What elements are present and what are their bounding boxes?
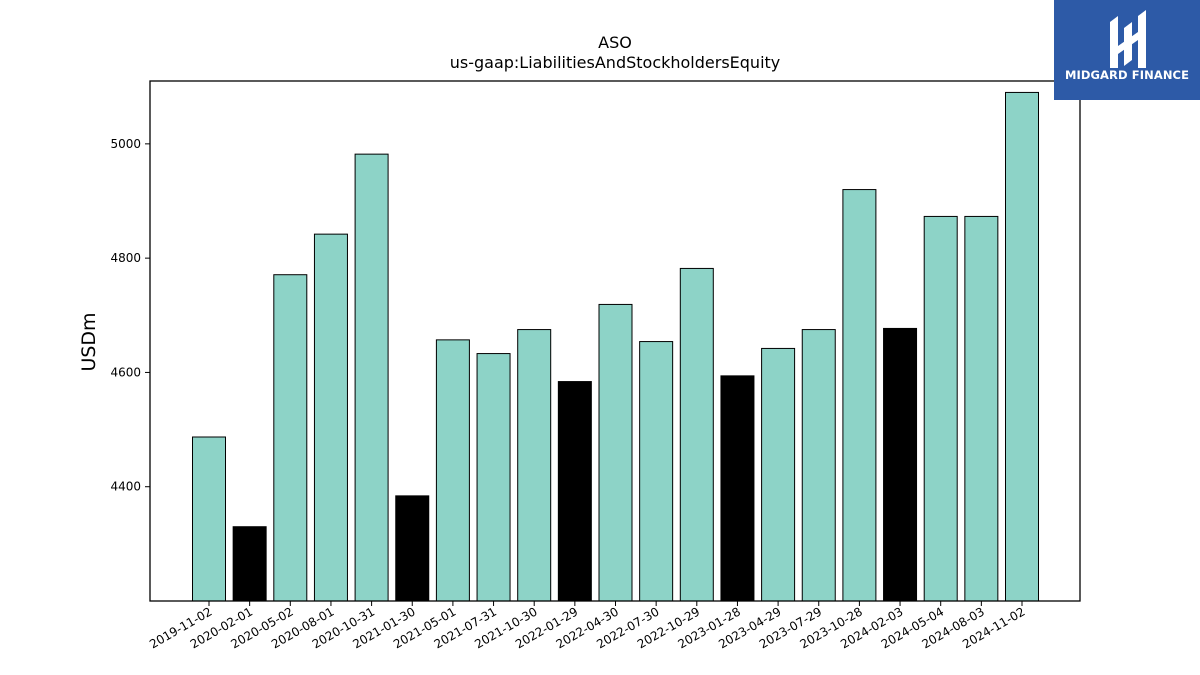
logo-text: MIDGARD FINANCE (1064, 68, 1190, 82)
chart-title: ASO (598, 33, 632, 52)
bar-2021-05-01 (435, 339, 470, 602)
chart-subtitle: us-gaap:LiabilitiesAndStockholdersEquity (450, 53, 781, 72)
bar-2019-11-02 (192, 436, 226, 602)
y-tick-label: 5000 (110, 137, 141, 151)
bar-2022-07-30 (639, 341, 674, 602)
y-axis-label: USDm (78, 312, 100, 371)
bar-2022-04-30 (598, 303, 633, 602)
midgard-finance-logo: MIDGARD FINANCE (1054, 0, 1200, 100)
bar-2022-10-29 (679, 267, 714, 602)
bars-group (192, 91, 1039, 602)
x-ticks-group: 2019-11-022020-02-012020-05-022020-08-01… (147, 601, 1028, 651)
bar-2020-02-01 (232, 526, 267, 602)
y-tick-label: 4800 (110, 251, 141, 265)
bar-2021-07-31 (476, 353, 511, 602)
logo-mark-icon (1110, 10, 1146, 68)
bar-2024-11-02 (1005, 91, 1039, 602)
bar-2020-05-02 (273, 274, 308, 602)
bar-2024-05-04 (923, 215, 958, 602)
bar-2021-10-30 (517, 329, 552, 602)
bar-2023-01-28 (720, 375, 755, 602)
plot-frame (149, 80, 1081, 602)
bar-2024-08-03 (964, 215, 999, 602)
y-ticks-group: 4400 4600 4800 5000 (110, 137, 150, 494)
bar-2023-07-29 (801, 329, 836, 602)
bar-2022-01-29 (557, 381, 592, 602)
bar-2023-10-28 (842, 189, 877, 602)
bar-2023-04-29 (761, 347, 796, 602)
bar-2021-01-30 (395, 495, 430, 602)
y-tick-label: 4400 (110, 480, 141, 494)
bar-2020-10-31 (354, 153, 389, 602)
y-tick-label: 4600 (110, 365, 141, 379)
bar-2020-08-01 (313, 233, 348, 602)
bar-2024-02-03 (883, 327, 918, 602)
